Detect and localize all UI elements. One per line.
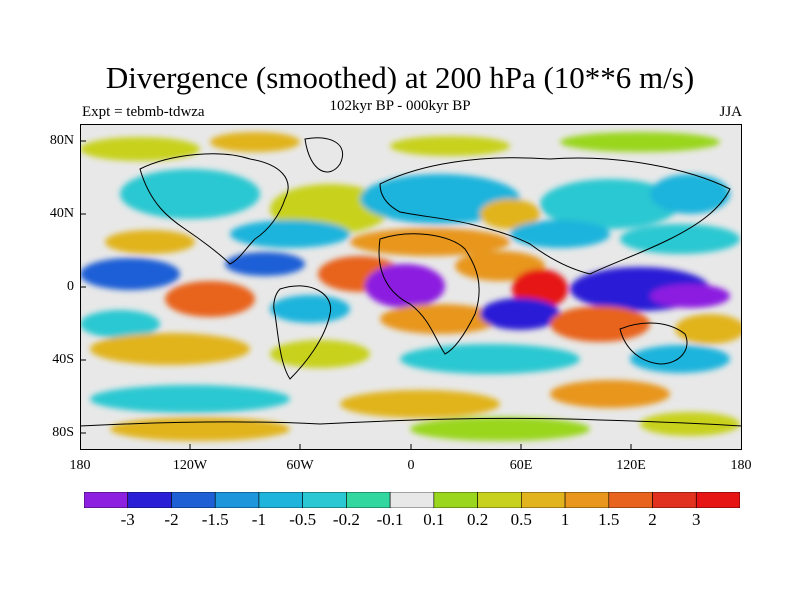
y-tick-label: 40N: [49, 206, 74, 221]
field-blob: [165, 281, 255, 317]
season-label: JJA: [719, 104, 742, 120]
field-blob: [110, 417, 290, 441]
coast-africa: [378, 233, 480, 355]
field-blob: [510, 220, 610, 248]
field-blob: [650, 174, 730, 214]
field-blob: [640, 412, 740, 436]
field-blob: [80, 310, 160, 338]
colorbar-swatch: [477, 492, 522, 508]
coast-antarctica: [80, 417, 742, 427]
field-blob: [365, 264, 445, 308]
plot-subtitle: 102kyr BP - 000kyr BP: [329, 98, 471, 114]
field-blob: [540, 179, 680, 229]
colorbar-label: 0.2: [466, 510, 489, 529]
field-blob: [550, 380, 670, 408]
colorbar-label: -2: [164, 510, 179, 529]
colorbar-label: 1: [560, 510, 570, 529]
field-blob: [80, 137, 200, 161]
field-blob: [230, 220, 350, 248]
x-tick-label: 180: [730, 458, 752, 473]
colorbar-swatch: [652, 492, 697, 508]
colorbar-swatch: [214, 492, 260, 508]
colorbar-label: -1: [251, 510, 266, 529]
divergence-map: [80, 124, 742, 450]
field-blob: [210, 132, 300, 152]
field-blob: [350, 228, 510, 256]
y-tick-label: 40S: [52, 352, 74, 367]
coast-australia: [619, 322, 688, 365]
colorbar-swatch: [302, 492, 347, 508]
divergence-field: [80, 132, 742, 441]
colorbar-swatch: [695, 492, 740, 508]
colorbar-swatch: [564, 492, 610, 508]
y-tick-label: 0: [67, 279, 74, 294]
field-blob: [90, 333, 250, 365]
coast-eurasia: [379, 157, 731, 275]
colorbar-label: -3: [120, 510, 135, 529]
x-tick-label: 60E: [509, 458, 533, 473]
colorbar-swatch: [521, 492, 566, 508]
colorbar-swatch: [84, 492, 129, 508]
x-tick-label: 180: [69, 458, 91, 473]
colorbar-label: -0.2: [332, 510, 360, 529]
field-blob: [90, 385, 290, 413]
field-blob: [120, 169, 260, 219]
coast-south-america: [273, 285, 332, 380]
field-blob: [480, 298, 560, 330]
coastlines: [80, 137, 742, 427]
colorbar-label: 3: [692, 510, 701, 529]
colorbar-label: -0.5: [289, 510, 317, 529]
experiment-label: Expt = tebmb-tdwza: [82, 104, 205, 120]
coast-greenland: [304, 137, 343, 173]
x-tick-label: 60W: [286, 458, 314, 473]
x-tick-label: 120E: [616, 458, 646, 473]
x-tick-label: 0: [407, 458, 415, 473]
colorbar-label: 2: [648, 510, 657, 529]
colorbar-label: 0.5: [510, 510, 532, 529]
field-blob: [270, 295, 350, 323]
colorbar-swatch: [608, 492, 653, 508]
coast-north-america: [139, 153, 289, 265]
field-blob: [650, 284, 730, 308]
field-blob: [630, 345, 730, 373]
colorbar-swatch: [389, 492, 435, 508]
colorbar-label: -1.5: [201, 510, 229, 529]
field-blob: [390, 136, 510, 156]
colorbar-label: 0.1: [423, 510, 445, 529]
field-blob: [620, 224, 740, 254]
colorbar-swatch: [171, 492, 216, 508]
field-blob: [480, 199, 540, 229]
colorbar-label: -0.1: [376, 510, 404, 529]
plot-title: Divergence (smoothed) at 200 hPa (10**6 …: [105, 60, 695, 95]
colorbar-label: 1.5: [598, 510, 620, 529]
field-blob: [80, 258, 180, 290]
field-blob: [410, 417, 590, 441]
colorbar-swatch: [127, 492, 172, 508]
field-blob: [675, 314, 742, 344]
colorbar: [84, 492, 740, 508]
colorbar-swatch: [258, 492, 303, 508]
colorbar-swatch: [433, 492, 478, 508]
y-tick-label: 80N: [49, 133, 74, 148]
field-blob: [270, 340, 370, 368]
field-blob: [380, 304, 500, 334]
field-blob: [340, 390, 500, 418]
field-blob: [560, 132, 720, 152]
x-tick-label: 120W: [172, 458, 208, 473]
y-tick-label: 80S: [52, 425, 74, 440]
axis-ticks: [80, 140, 632, 450]
field-blob: [225, 252, 305, 276]
field-blob: [105, 230, 195, 254]
colorbar-swatch: [346, 492, 391, 508]
field-blob: [550, 306, 650, 342]
field-blob: [400, 344, 580, 374]
